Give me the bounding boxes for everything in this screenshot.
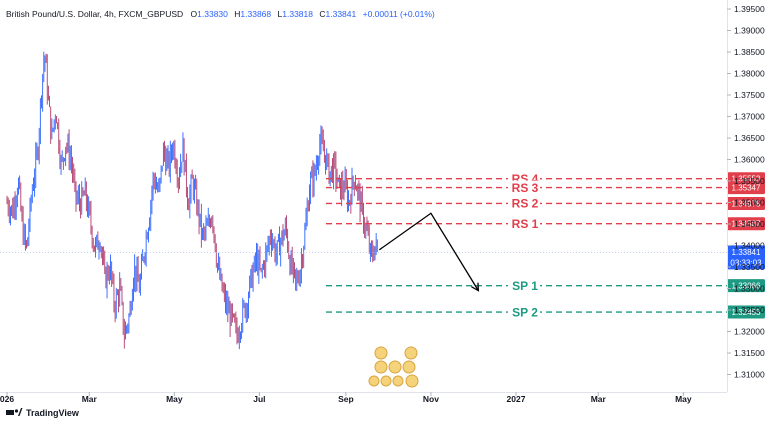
price-axis-tick: 1.32000 — [734, 327, 765, 337]
event-icon[interactable] — [368, 375, 380, 387]
price-axis-tick: 1.37000 — [734, 112, 765, 122]
us-flag-icon[interactable] — [405, 374, 419, 388]
projection-arrow — [378, 212, 480, 292]
legend-open-label: O — [191, 9, 198, 19]
level-price-tag-text: 1.35347 — [732, 184, 761, 193]
legend: British Pound/U.S. Dollar, 4h, FXCM_GBPU… — [6, 9, 435, 19]
price-axis-tick: 1.36000 — [734, 155, 765, 165]
level-price-tag-text: 1.34507 — [732, 220, 761, 229]
legend-high-value: 1.33868 — [240, 9, 271, 19]
level-price-tag — [727, 279, 765, 293]
time-axis-tick: Jul — [253, 394, 265, 404]
price-axis-tick: 1.39000 — [734, 26, 765, 36]
legend-close-label: C — [319, 9, 325, 19]
price-axis-tick: 1.31500 — [734, 348, 765, 358]
price-axis-tick: 1.35500 — [734, 176, 765, 186]
legend-change: +0.00011 (+0.01%) — [363, 9, 435, 19]
us-flag-icon[interactable] — [388, 360, 402, 374]
time-axis-tick: Nov — [423, 394, 439, 404]
current-price-tag — [727, 245, 765, 270]
event-icon[interactable] — [374, 360, 388, 374]
price-axis-tick: 1.37500 — [734, 90, 765, 100]
price-series — [0, 51, 727, 350]
price-axis-tick: 1.34000 — [734, 241, 765, 251]
level-label-bg — [508, 216, 540, 231]
time-axis-tick: May — [675, 394, 692, 404]
projection-arrowhead — [471, 282, 480, 292]
price-axis-tick: 1.38000 — [734, 69, 765, 79]
price-axis-tick: 1.32500 — [734, 305, 765, 315]
level-price-tag-text: 1.32453 — [732, 308, 761, 317]
legend-symbol: British Pound/U.S. Dollar, 4h, FXCM_GBPU… — [6, 9, 183, 19]
time-axis-tick: Mar — [591, 394, 607, 404]
price-axis-tick: 1.36500 — [734, 133, 765, 143]
level-label-bg — [508, 305, 540, 320]
price-axis-tick: 1.31000 — [734, 370, 765, 380]
price-axis-tick: 1.34500 — [734, 219, 765, 229]
legend-high-label: H — [234, 9, 240, 19]
level-label-bg — [508, 278, 540, 293]
legend-open-value: 1.33830 — [197, 9, 228, 19]
level-label-bg — [508, 180, 540, 195]
legend-close-value: 1.33841 — [326, 9, 357, 19]
time-axis-tick: May — [166, 394, 183, 404]
us-flag-icon[interactable] — [374, 346, 388, 360]
projection-path[interactable] — [378, 212, 479, 291]
level-label: RS 3 — [512, 181, 539, 195]
time-axis[interactable]: 026 Mar May Jul Sep Nov 2027 Mar May — [0, 392, 692, 404]
price-axis-tick: 1.39500 — [734, 4, 765, 14]
level-label: SP 2 — [512, 305, 538, 319]
event-icon[interactable] — [392, 375, 404, 387]
level-price-tag-text: 1.35553 — [732, 175, 761, 184]
event-icon[interactable] — [404, 346, 418, 360]
legend-low-label: L — [278, 9, 283, 19]
time-axis-tick: 026 — [0, 394, 14, 404]
level-label: SP 1 — [512, 279, 538, 293]
price-axis-tick: 1.35000 — [734, 198, 765, 208]
event-icons[interactable] — [368, 346, 419, 388]
level-price-tag — [727, 196, 765, 210]
price-axis[interactable]: 1.39500 1.39000 1.38500 1.38000 1.37500 1.370… — [727, 4, 765, 380]
level-price-tag — [727, 217, 765, 231]
tradingview-logo-icon — [6, 410, 14, 415]
footer-brand: TradingView — [26, 408, 80, 418]
time-axis-tick: Sep — [338, 394, 354, 404]
time-axis-tick: 2027 — [507, 394, 526, 404]
level-label: RS 2 — [512, 197, 539, 211]
level-label-bg — [508, 196, 540, 211]
event-icon[interactable] — [380, 375, 392, 387]
event-icon[interactable] — [402, 360, 416, 374]
level-price-tag — [727, 181, 765, 195]
countdown-text: 03:33:03 — [730, 258, 762, 267]
level-price-tag-text: 1.34978 — [732, 199, 761, 208]
level-price-tag-text: 1.33066 — [732, 282, 761, 291]
tradingview-logo: TradingView — [6, 408, 80, 418]
legend-low-value: 1.33818 — [282, 9, 313, 19]
price-axis-tick: 1.33500 — [734, 262, 765, 272]
level-label: RS 1 — [512, 217, 539, 231]
time-axis-tick: Mar — [82, 394, 98, 404]
level-price-tag — [727, 305, 765, 319]
price-axis-tick: 1.38500 — [734, 47, 765, 57]
price-axis-tick: 1.33000 — [734, 284, 765, 294]
current-price-text: 1.33841 — [732, 248, 761, 257]
